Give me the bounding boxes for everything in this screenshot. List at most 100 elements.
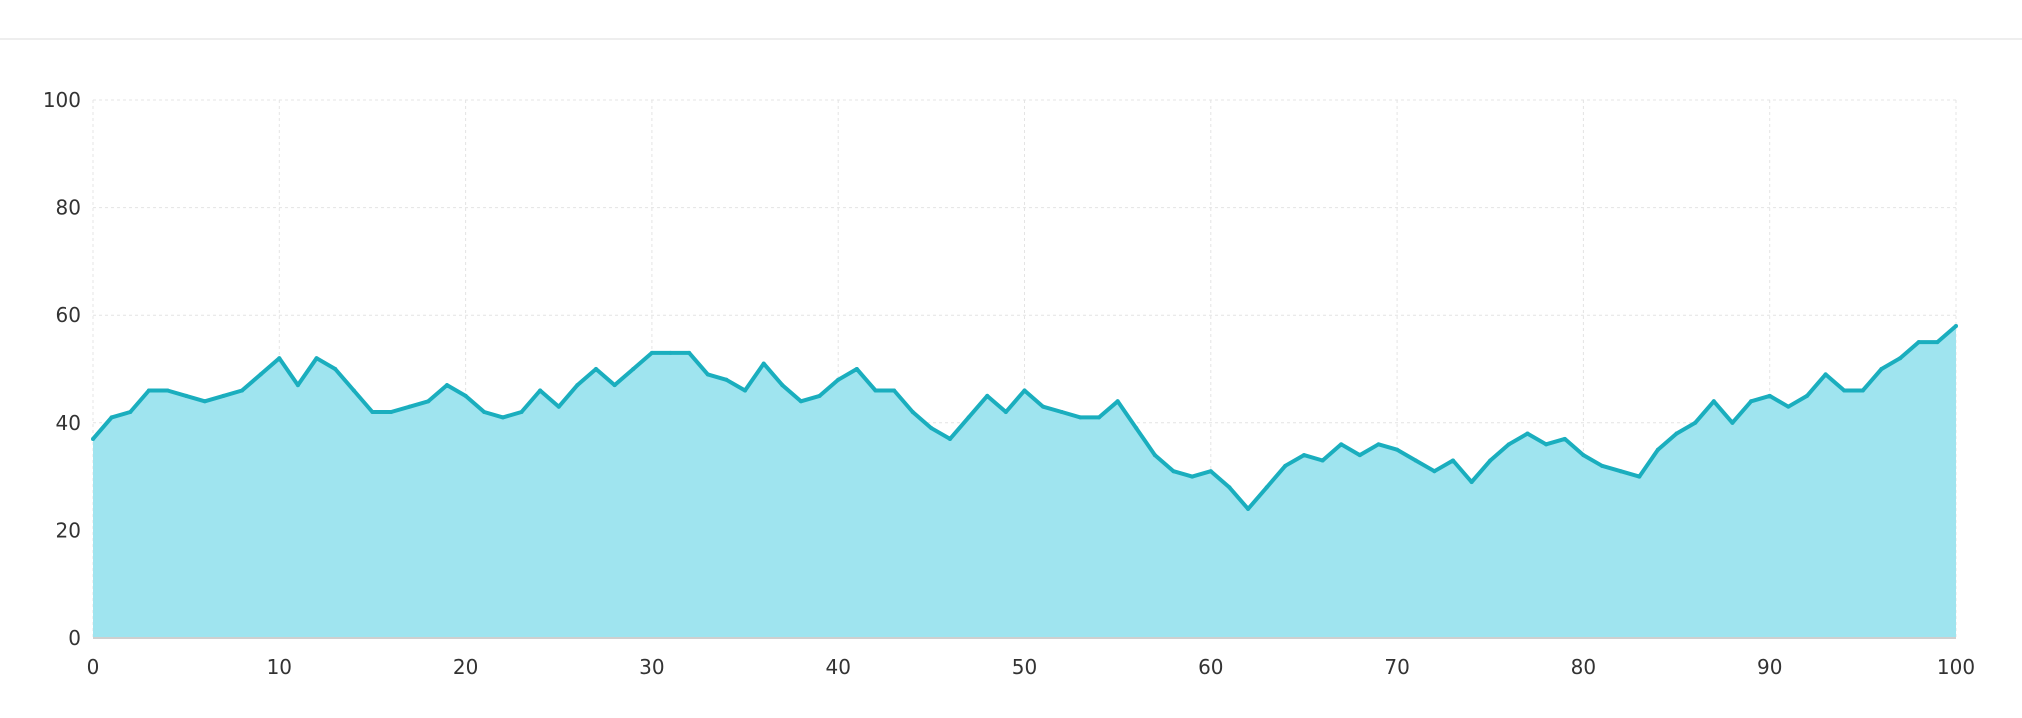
y-tick-label: 80 [56, 196, 81, 220]
data-point-96 [1879, 367, 1884, 371]
data-point-36 [761, 361, 766, 366]
data-point-8 [240, 388, 245, 393]
data-point-97 [1898, 356, 1903, 361]
data-point-11 [295, 383, 300, 388]
data-point-46 [947, 436, 952, 441]
data-point-19 [444, 383, 449, 388]
data-point-80 [1581, 453, 1586, 458]
data-point-88 [1730, 420, 1735, 425]
data-point-51 [1041, 404, 1046, 409]
data-point-59 [1190, 474, 1195, 479]
data-point-73 [1450, 458, 1455, 463]
data-point-74 [1469, 479, 1474, 484]
x-tick-label: 40 [825, 655, 850, 679]
x-tick-label: 50 [1012, 655, 1037, 679]
data-point-61 [1227, 485, 1232, 490]
data-point-42 [873, 388, 878, 393]
data-point-12 [314, 356, 319, 361]
data-point-84 [1655, 447, 1660, 452]
series-area-fill [93, 326, 1956, 638]
data-point-54 [1097, 415, 1102, 420]
data-point-78 [1544, 442, 1549, 447]
data-point-93 [1823, 372, 1828, 377]
x-tick-label: 10 [267, 655, 292, 679]
data-point-0 [91, 436, 95, 441]
data-point-20 [463, 393, 468, 398]
data-points [91, 323, 1958, 511]
data-point-58 [1171, 469, 1176, 474]
y-tick-label: 40 [56, 411, 81, 435]
data-point-72 [1432, 469, 1437, 474]
x-tick-label: 20 [453, 655, 478, 679]
data-point-94 [1842, 388, 1847, 393]
x-tick-label: 80 [1571, 655, 1596, 679]
data-point-27 [594, 367, 599, 371]
data-point-13 [333, 367, 338, 371]
data-point-35 [743, 388, 748, 393]
data-point-7 [221, 393, 226, 398]
data-point-25 [556, 404, 561, 409]
data-point-47 [966, 415, 971, 420]
y-tick-label: 20 [56, 518, 81, 542]
data-point-24 [538, 388, 543, 393]
data-point-18 [426, 399, 431, 404]
data-point-69 [1376, 442, 1381, 447]
data-point-9 [258, 372, 263, 377]
data-point-77 [1525, 431, 1530, 436]
data-point-55 [1115, 399, 1120, 404]
top-divider [0, 38, 2022, 40]
data-point-43 [892, 388, 897, 393]
data-point-62 [1246, 506, 1251, 511]
data-point-98 [1916, 340, 1921, 345]
data-point-3 [146, 388, 151, 393]
data-point-31 [668, 350, 673, 355]
data-point-79 [1562, 436, 1567, 441]
data-point-91 [1786, 404, 1791, 409]
data-point-30 [649, 350, 654, 355]
data-point-23 [519, 410, 524, 415]
data-point-63 [1264, 485, 1269, 490]
data-point-85 [1674, 431, 1679, 436]
data-point-90 [1767, 393, 1772, 398]
y-axis-ticks: 0 20 40 60 80 100 [43, 88, 81, 650]
data-point-2 [128, 410, 133, 415]
data-point-15 [370, 410, 375, 415]
data-point-22 [500, 415, 505, 420]
data-point-1 [109, 415, 114, 420]
data-point-70 [1395, 447, 1400, 452]
data-point-99 [1935, 340, 1940, 345]
data-point-41 [854, 367, 859, 371]
data-point-34 [724, 377, 729, 382]
data-point-52 [1059, 410, 1064, 415]
data-point-87 [1711, 399, 1716, 404]
data-point-100 [1954, 323, 1958, 328]
y-tick-label: 0 [68, 626, 81, 650]
data-point-66 [1320, 458, 1325, 463]
data-point-32 [687, 350, 692, 355]
x-tick-label: 100 [1937, 655, 1975, 679]
data-point-5 [184, 393, 189, 398]
x-axis-ticks: 0 10 20 30 40 50 60 70 80 90 100 [87, 655, 1975, 679]
data-point-40 [836, 377, 841, 382]
data-point-33 [705, 372, 710, 377]
data-point-82 [1618, 469, 1623, 474]
data-point-4 [165, 388, 170, 393]
data-point-16 [389, 410, 394, 415]
data-point-71 [1413, 458, 1418, 463]
data-point-26 [575, 383, 580, 388]
data-point-44 [910, 410, 915, 415]
data-point-83 [1637, 474, 1642, 479]
data-point-65 [1301, 453, 1306, 458]
data-point-28 [612, 383, 617, 388]
data-point-39 [817, 393, 822, 398]
x-tick-label: 60 [1198, 655, 1223, 679]
data-point-60 [1208, 469, 1213, 474]
data-point-75 [1488, 458, 1493, 463]
data-point-95 [1860, 388, 1865, 393]
data-point-67 [1339, 442, 1344, 447]
data-point-48 [985, 393, 990, 398]
data-point-37 [780, 383, 785, 388]
data-point-53 [1078, 415, 1083, 420]
y-tick-label: 100 [43, 88, 81, 112]
